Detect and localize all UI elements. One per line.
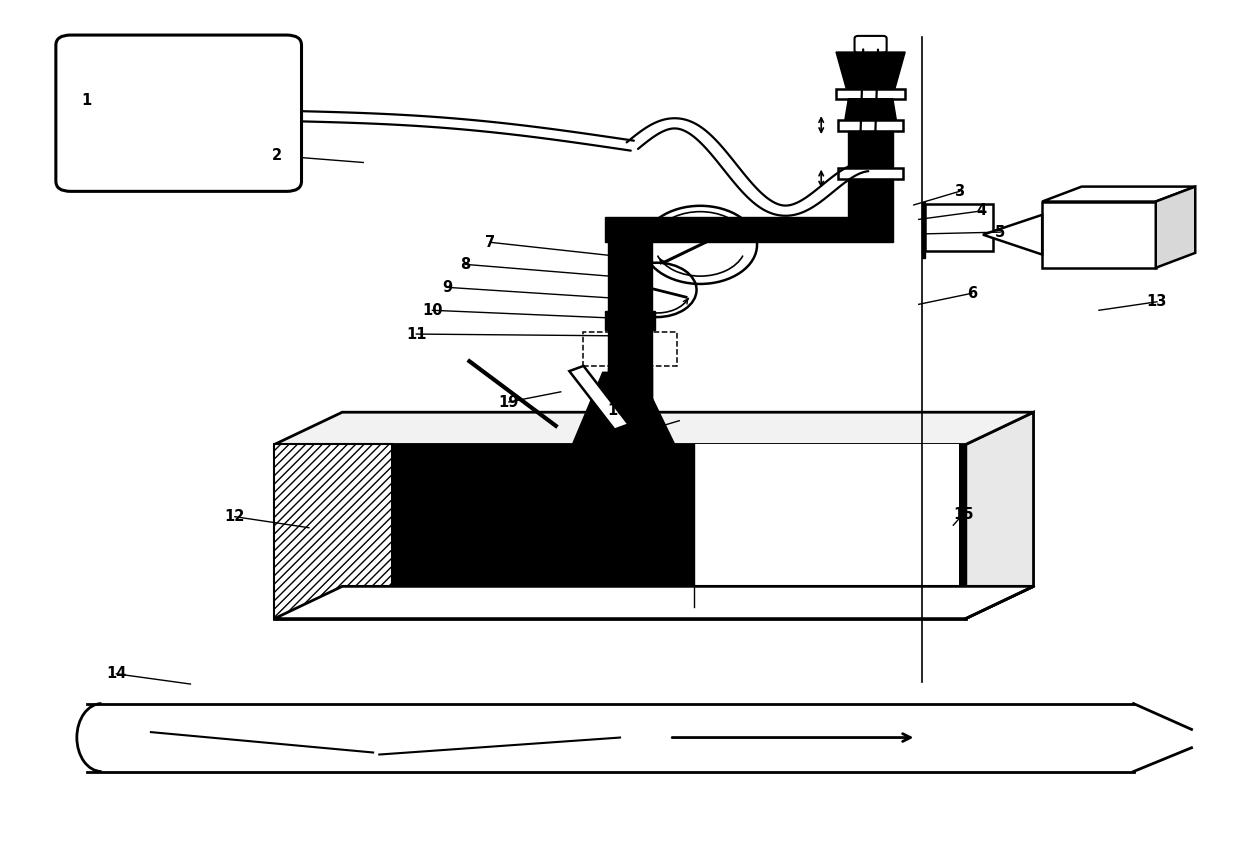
FancyBboxPatch shape bbox=[854, 36, 887, 53]
Text: 17: 17 bbox=[641, 422, 661, 437]
Bar bbox=[838, 120, 903, 131]
Text: 8: 8 bbox=[460, 256, 471, 272]
Text: 12: 12 bbox=[224, 510, 246, 524]
Bar bbox=[925, 204, 993, 251]
Bar bbox=[274, 445, 966, 619]
Text: 9: 9 bbox=[443, 280, 453, 295]
Bar bbox=[923, 203, 925, 257]
Bar bbox=[848, 180, 893, 217]
Bar bbox=[838, 168, 903, 180]
FancyBboxPatch shape bbox=[56, 35, 301, 192]
Bar bbox=[392, 607, 967, 619]
Text: 10: 10 bbox=[422, 303, 443, 318]
Text: 14: 14 bbox=[107, 666, 126, 681]
Polygon shape bbox=[570, 372, 677, 449]
Polygon shape bbox=[569, 366, 629, 429]
Polygon shape bbox=[1156, 186, 1195, 268]
Polygon shape bbox=[608, 234, 725, 240]
Polygon shape bbox=[274, 587, 1033, 619]
Bar bbox=[836, 89, 905, 99]
Polygon shape bbox=[966, 412, 1033, 619]
Bar bbox=[1042, 202, 1156, 268]
Text: 11: 11 bbox=[405, 327, 427, 341]
Bar bbox=[694, 445, 960, 607]
Polygon shape bbox=[836, 52, 905, 97]
Text: 6: 6 bbox=[967, 286, 977, 301]
Text: 2: 2 bbox=[272, 148, 281, 163]
Bar bbox=[608, 368, 652, 449]
Bar bbox=[274, 445, 392, 619]
Text: 18: 18 bbox=[608, 403, 627, 418]
Text: 19: 19 bbox=[498, 394, 520, 410]
Text: 7: 7 bbox=[485, 235, 496, 250]
Text: 15: 15 bbox=[952, 507, 973, 522]
Bar bbox=[848, 131, 893, 174]
Bar bbox=[605, 217, 893, 242]
Text: 16: 16 bbox=[428, 475, 449, 490]
Text: 1: 1 bbox=[82, 93, 92, 108]
Polygon shape bbox=[1042, 186, 1195, 202]
Polygon shape bbox=[843, 99, 898, 128]
Text: 13: 13 bbox=[1147, 294, 1167, 310]
Bar bbox=[392, 445, 966, 609]
Bar bbox=[608, 242, 652, 445]
Bar bbox=[583, 333, 677, 366]
Text: 5: 5 bbox=[994, 225, 1006, 239]
Text: 3: 3 bbox=[955, 184, 965, 199]
Bar bbox=[605, 311, 655, 330]
Polygon shape bbox=[983, 215, 1042, 255]
Text: 4: 4 bbox=[977, 203, 987, 218]
Polygon shape bbox=[274, 412, 1033, 445]
